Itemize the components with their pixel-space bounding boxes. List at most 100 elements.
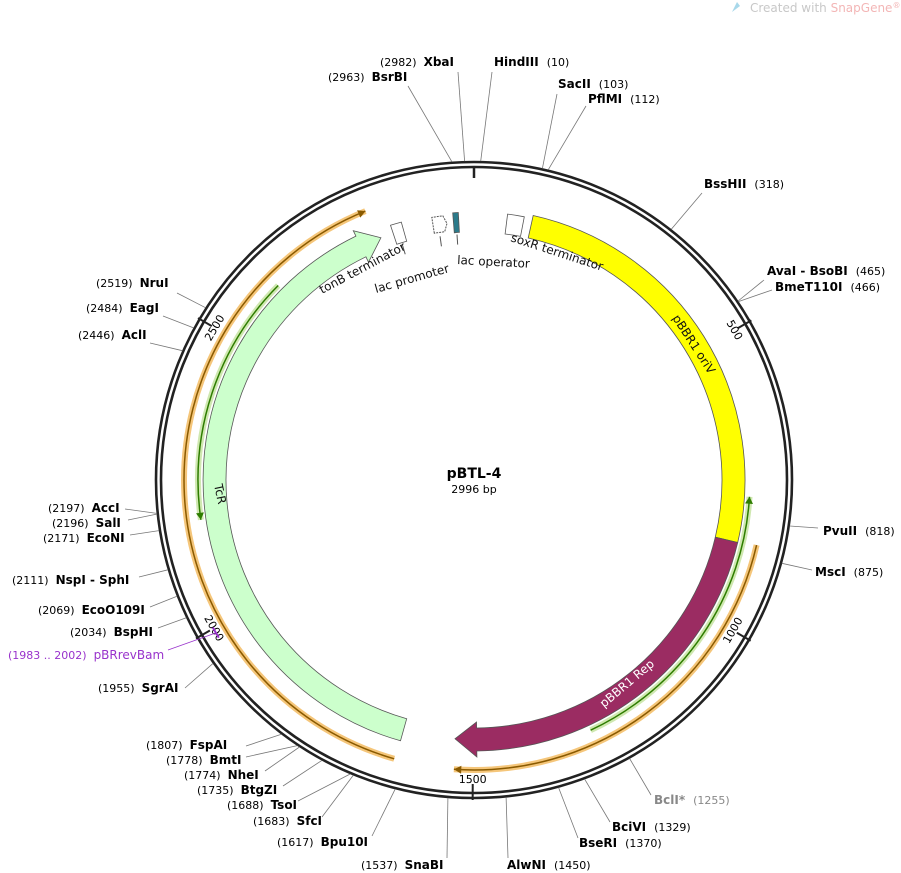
- enzyme-name: NspI - SphI: [56, 573, 130, 587]
- enzyme-label[interactable]: (2446) AclI: [78, 328, 147, 342]
- enzyme-leader-line: [245, 745, 298, 758]
- enzyme-label[interactable]: (2484) EagI: [86, 301, 159, 315]
- enzyme-leader-line: [547, 105, 587, 171]
- enzyme-site-sali[interactable]: (2196) SalI: [52, 513, 157, 530]
- orf-arrowhead-icon: [357, 210, 366, 218]
- enzyme-site-bsshii[interactable]: BssHII (318): [670, 177, 784, 230]
- enzyme-label[interactable]: (2982) XbaI: [380, 55, 454, 69]
- enzyme-label[interactable]: SacII (103): [558, 77, 628, 91]
- orf-green[interactable]: [590, 496, 751, 731]
- enzyme-site-alwni[interactable]: AlwNI (1450): [505, 797, 591, 872]
- enzyme-site-sgrai[interactable]: (1955) SgrAI: [98, 663, 214, 695]
- orf-orange[interactable]: [453, 544, 758, 771]
- enzyme-label[interactable]: BclI* (1255): [654, 793, 730, 807]
- enzyme-label[interactable]: (1774) NheI: [184, 768, 259, 782]
- enzyme-site-bmti[interactable]: (1778) BmtI: [166, 745, 298, 767]
- backbone-outer: [154, 160, 794, 800]
- enzyme-label[interactable]: PvuII (818): [823, 524, 895, 538]
- enzyme-leader-line: [629, 758, 652, 796]
- enzyme-name: SgrAI: [142, 681, 179, 695]
- enzyme-site-eagi[interactable]: (2484) EagI: [86, 301, 194, 329]
- enzyme-label[interactable]: BciVI (1329): [612, 820, 691, 834]
- enzyme-label[interactable]: (2034) BspHI: [70, 625, 153, 639]
- enzyme-position: (1617): [277, 836, 314, 849]
- enzyme-site-acci[interactable]: (2197) AccI: [48, 501, 157, 515]
- enzyme-label[interactable]: PflMI (112): [588, 92, 660, 106]
- feature-pbbr1-oriv[interactable]: [527, 215, 746, 543]
- enzyme-label[interactable]: MscI (875): [815, 565, 883, 579]
- enzyme-site-ecoo109i[interactable]: (2069) EcoO109I: [38, 595, 178, 617]
- enzyme-site-fspai[interactable]: (1807) FspAI: [146, 733, 282, 752]
- enzyme-label[interactable]: (2519) NruI: [96, 276, 169, 290]
- enzyme-site-sfci[interactable]: (1683) SfcI: [253, 775, 354, 828]
- feature-lac-promoter[interactable]: [431, 215, 448, 234]
- feature-tonb-terminator[interactable]: [389, 221, 408, 245]
- enzyme-leader-line: [321, 775, 354, 818]
- tick-mark: [736, 319, 752, 330]
- feature-lac-operator[interactable]: [452, 212, 460, 234]
- enzyme-site-acli[interactable]: (2446) AclI: [78, 328, 183, 352]
- enzyme-label[interactable]: (2963) BsrBI: [328, 70, 407, 84]
- enzyme-label[interactable]: (1617) Bpu10I: [277, 835, 368, 849]
- enzyme-label[interactable]: (2196) SalI: [52, 516, 121, 530]
- enzyme-label[interactable]: BseRI (1370): [579, 836, 662, 850]
- enzyme-label[interactable]: (1983 .. 2002) pBRrevBam: [8, 648, 164, 662]
- enzyme-label[interactable]: (2197) AccI: [48, 501, 120, 515]
- feature-label-lac-promoter: lac promoter: [373, 261, 451, 296]
- enzyme-name: XbaI: [424, 55, 454, 69]
- enzyme-site-hindiii[interactable]: HindIII (10): [480, 55, 570, 162]
- enzyme-site-snabi[interactable]: (1537) SnaBI: [361, 797, 449, 872]
- enzyme-name: NruI: [140, 276, 169, 290]
- enzyme-label[interactable]: (1955) SgrAI: [98, 681, 178, 695]
- enzyme-position: (1370): [625, 837, 662, 850]
- enzyme-site-msci[interactable]: MscI (875): [781, 562, 883, 579]
- feature-pbbr1-rep[interactable]: [454, 536, 739, 758]
- enzyme-leader-line: [264, 746, 300, 772]
- enzyme-site-nrui[interactable]: (2519) NruI: [96, 276, 206, 309]
- enzyme-label[interactable]: HindIII (10): [494, 55, 569, 69]
- enzyme-leader-line: [282, 760, 323, 787]
- enzyme-name: SacII: [558, 77, 591, 91]
- enzyme-label[interactable]: (1537) SnaBI: [361, 858, 443, 872]
- enzyme-site-econi[interactable]: (2171) EcoNI: [43, 530, 160, 545]
- enzyme-site-pflmi[interactable]: PflMI (112): [547, 92, 660, 171]
- enzyme-site-bmet110i[interactable]: BmeT110I (466): [738, 280, 880, 302]
- enzyme-label[interactable]: (2069) EcoO109I: [38, 603, 145, 617]
- enzyme-site-bcli-[interactable]: BclI* (1255): [629, 758, 730, 808]
- enzyme-label[interactable]: (1735) BtgZI: [197, 783, 277, 797]
- enzyme-label[interactable]: (1683) SfcI: [253, 814, 322, 828]
- enzyme-position: (1329): [654, 821, 691, 834]
- enzyme-leader-line: [446, 797, 449, 859]
- enzyme-site-nspi-sphi[interactable]: (2111) NspI - SphI: [12, 569, 168, 587]
- enzyme-site-avai-bsobi[interactable]: AvaI - BsoBI (465): [737, 264, 885, 302]
- enzyme-leader-line: [480, 71, 493, 162]
- enzyme-label[interactable]: (1778) BmtI: [166, 753, 241, 767]
- enzyme-site-bsrbi[interactable]: (2963) BsrBI: [328, 70, 453, 163]
- enzyme-site-pbrrevbam[interactable]: (1983 .. 2002) pBRrevBam: [8, 626, 220, 662]
- enzyme-label[interactable]: AlwNI (1450): [507, 858, 591, 872]
- orf-orange[interactable]: [183, 210, 395, 760]
- enzyme-label[interactable]: (2111) NspI - SphI: [12, 573, 129, 587]
- enzyme-label[interactable]: AvaI - BsoBI (465): [767, 264, 885, 278]
- feature-soxr-terminator[interactable]: [504, 213, 525, 237]
- enzyme-label[interactable]: (1688) TsoI: [227, 798, 297, 812]
- enzyme-label[interactable]: BssHII (318): [704, 177, 784, 191]
- enzyme-label[interactable]: (1807) FspAI: [146, 738, 227, 752]
- enzyme-label[interactable]: BmeT110I (466): [775, 280, 880, 294]
- tick-mark: [195, 629, 211, 640]
- enzyme-site-pvuii[interactable]: PvuII (818): [789, 524, 895, 538]
- enzyme-site-nhei[interactable]: (1774) NheI: [184, 746, 300, 782]
- enzyme-site-tsoi[interactable]: (1688) TsoI: [227, 773, 351, 812]
- enzyme-name: BsrBI: [372, 70, 408, 84]
- enzyme-label[interactable]: (2171) EcoNI: [43, 531, 125, 545]
- feature-tcr[interactable]: [202, 230, 408, 742]
- enzyme-site-sacii[interactable]: SacII (103): [542, 77, 628, 169]
- enzyme-site-bsphi[interactable]: (2034) BspHI: [70, 617, 187, 639]
- enzyme-leader-line: [737, 279, 765, 302]
- enzyme-site-bpu10i[interactable]: (1617) Bpu10I: [277, 788, 396, 849]
- enzyme-site-xbai[interactable]: (2982) XbaI: [380, 55, 465, 162]
- enzyme-site-bseri[interactable]: BseRI (1370): [558, 787, 662, 850]
- orf-green[interactable]: [197, 284, 279, 520]
- enzyme-site-btgzi[interactable]: (1735) BtgZI: [197, 760, 323, 797]
- enzyme-site-bcivi[interactable]: BciVI (1329): [584, 778, 691, 834]
